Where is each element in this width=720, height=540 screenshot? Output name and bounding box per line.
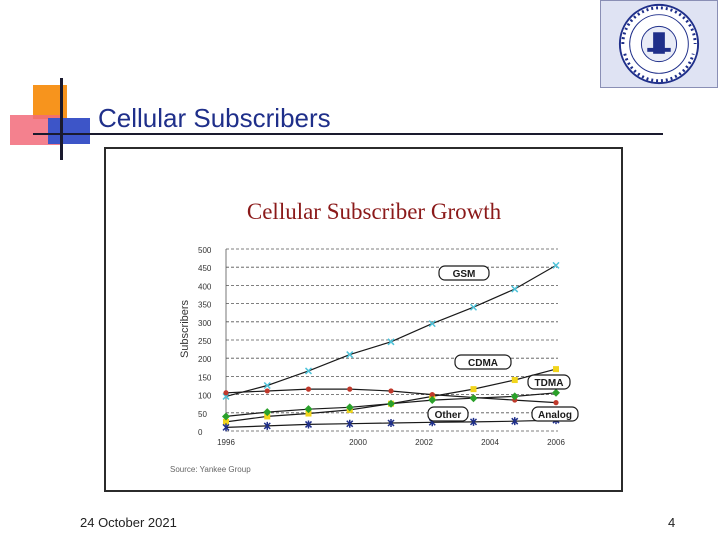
chart-title: Cellular Subscriber Growth xyxy=(247,199,502,224)
data-point-gsm xyxy=(263,381,271,390)
legend-callout-box xyxy=(527,374,571,390)
legend-callout-box xyxy=(454,354,512,370)
data-point-tdma xyxy=(305,386,312,392)
legend-label-tdma: TDMA xyxy=(535,378,564,389)
data-point-tdma xyxy=(223,390,229,396)
chart-container: Cellular Subscriber Growth Subscribers S… xyxy=(104,147,623,492)
legend-label-analog: Analog xyxy=(538,410,572,421)
data-point-gsm xyxy=(428,320,436,328)
y-tick-label: 250 xyxy=(198,337,212,346)
data-point-gsm xyxy=(304,367,313,375)
y-axis-label: Subscribers xyxy=(179,299,191,358)
data-point-analog xyxy=(346,419,354,428)
y-tick-label: 100 xyxy=(198,392,212,401)
y-tick-label: 150 xyxy=(198,373,212,382)
data-point-gsm xyxy=(346,351,354,359)
data-point-other xyxy=(263,408,272,417)
data-point-analog xyxy=(263,421,271,430)
slide-title: Cellular Subscribers xyxy=(98,103,331,133)
data-point-tdma xyxy=(264,388,270,394)
logo-seal-icon xyxy=(601,1,717,87)
legend-label-other: Other xyxy=(435,410,462,421)
data-point-cdma xyxy=(511,377,518,384)
university-logo xyxy=(600,0,718,88)
legend-label-gsm: GSM xyxy=(453,269,476,280)
data-point-analog xyxy=(387,418,395,427)
data-point-other xyxy=(428,396,437,405)
title-underline xyxy=(33,133,663,135)
chart-svg: Cellular Subscriber Growth Subscribers S… xyxy=(170,199,579,474)
data-point-other xyxy=(345,403,354,412)
y-tick-label: 350 xyxy=(198,301,212,310)
data-point-other xyxy=(510,392,519,401)
page-number: 4 xyxy=(668,515,676,530)
data-point-gsm xyxy=(511,285,519,293)
legend-label-cdma: CDMA xyxy=(468,358,498,369)
legend-callout-box xyxy=(427,406,469,422)
data-point-other xyxy=(304,405,313,414)
data-point-tdma xyxy=(553,400,559,406)
data-point-other xyxy=(222,412,230,421)
y-tick-label: 400 xyxy=(198,282,212,291)
legend-callout-box xyxy=(531,406,579,422)
data-point-analog xyxy=(304,420,313,429)
x-tick-label: 2004 xyxy=(481,438,499,447)
data-point-cdma xyxy=(264,413,271,420)
y-tick-label: 300 xyxy=(198,319,212,328)
data-point-other xyxy=(387,399,395,408)
footer-date: 24 October 2021 xyxy=(80,515,177,530)
x-tick-label: 2006 xyxy=(547,438,565,447)
x-tick-label: 1996 xyxy=(217,438,235,447)
data-point-other xyxy=(552,388,560,397)
data-point-tdma xyxy=(429,392,435,398)
data-point-cdma xyxy=(223,418,229,425)
chart-source: Source: Yankee Group xyxy=(170,465,251,474)
data-point-cdma xyxy=(553,366,559,373)
data-point-tdma xyxy=(388,388,394,394)
data-point-gsm xyxy=(387,338,395,346)
data-point-analog xyxy=(469,417,478,426)
y-tick-label: 0 xyxy=(198,428,203,437)
data-point-cdma xyxy=(305,410,312,417)
plot-area: 0 50 100 150 200 250 300 350 400 450 500 1996 2000 20… xyxy=(198,246,579,447)
series-line-cdma xyxy=(225,368,557,423)
data-point-gsm xyxy=(552,261,560,269)
data-point-tdma xyxy=(347,386,353,392)
data-point-other xyxy=(469,394,478,403)
data-point-analog xyxy=(222,423,230,432)
data-point-analog xyxy=(511,417,519,426)
data-point-cdma xyxy=(470,386,477,393)
decor-vertical-line xyxy=(60,78,63,160)
legend-callout-box xyxy=(438,265,490,281)
y-tick-label: 500 xyxy=(198,246,212,255)
y-tick-label: 450 xyxy=(198,264,212,273)
y-tick-label: 50 xyxy=(198,410,207,419)
decor-blue-square xyxy=(48,118,90,144)
x-tick-label: 2002 xyxy=(415,438,433,447)
y-tick-label: 200 xyxy=(198,355,212,364)
x-tick-label: 2000 xyxy=(349,438,367,447)
data-point-gsm xyxy=(469,303,478,311)
